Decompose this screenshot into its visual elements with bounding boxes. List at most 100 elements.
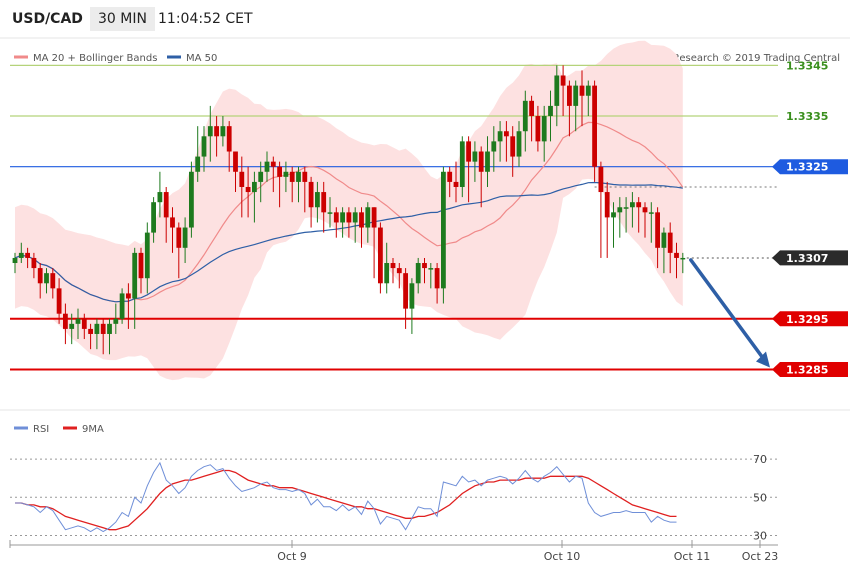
rsi-tick-label: 50 <box>753 491 767 504</box>
symbol-label[interactable]: USD/CAD <box>12 11 83 27</box>
candle-body <box>264 161 270 172</box>
forecast-arrow <box>689 258 770 368</box>
candle-body <box>365 207 371 228</box>
candle-body <box>119 293 125 319</box>
price-levels <box>10 64 778 371</box>
candle-body <box>100 323 106 334</box>
candle-body <box>485 151 490 172</box>
candle-body <box>315 192 320 208</box>
candle-body <box>617 207 623 213</box>
candle-body <box>289 171 295 182</box>
candle-body <box>321 192 327 213</box>
candle-body <box>308 181 314 208</box>
candle-body <box>12 257 18 264</box>
candle-body <box>453 181 459 187</box>
rsi-panel <box>15 461 677 533</box>
candle-body <box>598 166 604 193</box>
candle-body <box>157 192 163 203</box>
rsi-ma-line <box>15 469 677 531</box>
candle-body <box>207 126 213 137</box>
candle-body <box>422 263 427 269</box>
candle-body <box>522 100 528 132</box>
forecast-arrow-shaft <box>689 258 766 362</box>
candle-body <box>516 131 522 157</box>
candlesticks <box>12 65 686 355</box>
ma20-legend-label: MA 20 + Bollinger Bands <box>33 53 157 64</box>
candle-body <box>75 318 81 324</box>
level-badge-support <box>772 362 848 377</box>
candle-body <box>548 105 553 117</box>
price-legend: MA 20 + Bollinger Bands MA 50 Research ©… <box>14 53 840 64</box>
time-label: 11:04:52 CET <box>158 11 253 27</box>
rsi-line <box>15 461 677 533</box>
time-axis-label: Oct 10 <box>544 550 581 563</box>
candle-body <box>233 151 238 172</box>
candle-body <box>31 257 37 269</box>
candle-body <box>195 156 201 172</box>
candle-body <box>63 313 68 329</box>
candle-body <box>18 252 24 258</box>
candle-body <box>554 75 560 106</box>
candle-body <box>88 328 93 334</box>
time-axis-label: Oct 11 <box>674 550 711 563</box>
candle-body <box>378 227 383 284</box>
rsi-ma-legend-label: 9MA <box>82 424 104 435</box>
candle-body <box>239 171 245 187</box>
candle-body <box>245 186 251 193</box>
candle-body <box>113 318 119 324</box>
candle-body <box>138 252 144 279</box>
candle-body <box>371 207 377 228</box>
candle-body <box>346 212 352 223</box>
candle-body <box>541 116 547 142</box>
candle-body <box>403 273 408 309</box>
candle-body <box>352 212 358 223</box>
candle-body <box>579 85 585 96</box>
level-label-resistance: 1.3335 <box>786 110 828 123</box>
candle-body <box>560 75 566 86</box>
candle-body <box>220 126 226 137</box>
candle-body <box>302 171 308 182</box>
candle-body <box>623 207 629 209</box>
price-level-labels: 1.3345 1.3335 1.3325 1.3307 1.3295 1.3285 <box>772 59 848 377</box>
candle-body <box>441 171 446 289</box>
candle-body <box>592 85 597 167</box>
candle-body <box>655 212 660 248</box>
candle-body <box>107 323 112 334</box>
candle-body <box>151 202 156 233</box>
candle-body <box>56 288 62 314</box>
candle-body <box>327 212 333 214</box>
candle-body <box>648 212 654 214</box>
level-label-resistance: 1.3345 <box>786 59 828 72</box>
chart-header: USD/CAD 30 MIN 11:04:52 CET <box>0 0 850 38</box>
rsi-legend: RSI 9MA <box>14 424 104 435</box>
forecast-arrow-head <box>756 351 770 368</box>
level-badge-pivot <box>772 159 848 175</box>
candle-body <box>37 268 43 284</box>
candle-body <box>604 192 610 218</box>
candle-body <box>661 232 667 248</box>
candle-body <box>409 283 415 309</box>
candle-body <box>396 268 402 274</box>
candle-body <box>189 171 194 228</box>
rsi-legend-label: RSI <box>33 424 49 435</box>
candle-body <box>428 268 434 270</box>
candle-body <box>359 212 364 228</box>
candle-body <box>296 171 301 182</box>
candle-body <box>201 136 207 157</box>
candle-body <box>642 207 648 213</box>
interval-selector[interactable]: 30 MIN <box>90 7 155 31</box>
candle-body <box>478 151 484 172</box>
candle-body <box>636 202 642 208</box>
candle-body <box>390 263 396 269</box>
candle-body <box>214 126 219 137</box>
candle-body <box>415 263 421 284</box>
candle-body <box>667 232 673 253</box>
candle-body <box>163 192 169 218</box>
candle-body <box>258 171 264 182</box>
candle-body <box>182 227 188 248</box>
candle-body <box>384 263 390 284</box>
credit-label: Research © 2019 Trading Central <box>673 53 840 64</box>
time-axis: Oct 9 Oct 10 Oct 11 Oct 23 <box>9 540 778 563</box>
candle-body <box>252 181 257 193</box>
